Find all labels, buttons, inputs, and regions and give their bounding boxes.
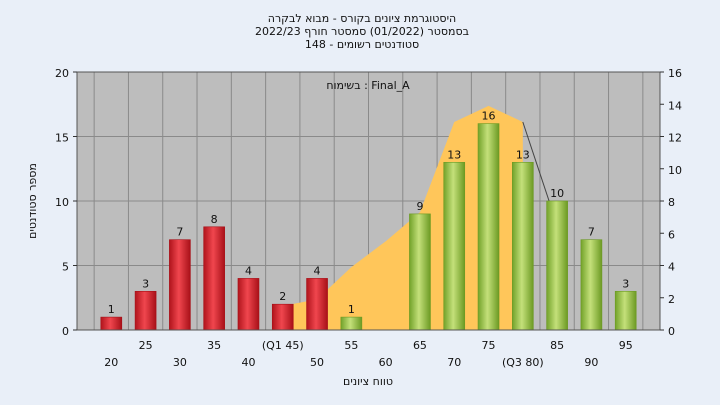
x-tick-label: 90 xyxy=(584,356,598,369)
bar-label-40: 4 xyxy=(245,264,252,277)
x-tick-label: (Q3 80) xyxy=(502,356,544,369)
bar-label-35: 8 xyxy=(211,213,218,226)
y-axis-label: מספר סטודנטים xyxy=(26,163,39,239)
chart-title: היסטוגרמת ציונים בקורס - מבוא לבקרהבסמסט… xyxy=(255,12,469,51)
bar-85 xyxy=(546,200,568,331)
bar-label-80: 13 xyxy=(516,148,530,161)
x-tick-label: 50 xyxy=(310,356,324,369)
y-tick-label: 5 xyxy=(62,261,69,274)
x-axis-ticks: 20 25 30 35 40 (Q1 45) 50 55 60 65 70 75 (Q3 80) 85 90… xyxy=(104,339,632,369)
y2-tick-label: 12 xyxy=(668,132,682,145)
bar-label-70: 13 xyxy=(447,148,461,161)
bar-55 xyxy=(340,316,363,331)
x-tick-label: 85 xyxy=(550,339,564,352)
y-axis-ticks: 0 5 10 15 20 xyxy=(55,67,77,338)
bar-label-45: 2 xyxy=(279,290,286,303)
bar-label-50: 4 xyxy=(314,264,321,277)
title-line-3: סטודנטים רשומים - 148 xyxy=(305,38,419,51)
x-tick-label: 35 xyxy=(207,339,221,352)
y-tick-label: 20 xyxy=(55,67,69,80)
bar-label-30: 7 xyxy=(176,226,183,239)
bar-label-75: 16 xyxy=(482,110,496,123)
x-tick-label: 25 xyxy=(139,339,153,352)
bar-80 xyxy=(512,162,534,331)
bars xyxy=(100,123,637,331)
x-axis-label: טווח ציונים xyxy=(343,375,393,388)
y2-axis-ticks: 0 2 4 6 8 10 12 14 16 xyxy=(660,67,682,338)
y2-tick-label: 0 xyxy=(668,325,675,338)
bar-label-95: 3 xyxy=(622,277,629,290)
bar-30 xyxy=(169,239,191,331)
x-tick-label: 30 xyxy=(173,356,187,369)
bar-95 xyxy=(614,290,637,331)
title-line-2: בסמסטר (01/2022) סמסטר חורף 2022/23 xyxy=(255,25,469,38)
bar-45 xyxy=(271,303,294,331)
bar-label-90: 7 xyxy=(588,226,595,239)
y-tick-label: 10 xyxy=(55,196,69,209)
y2-tick-label: 16 xyxy=(668,67,682,80)
x-tick-label: 20 xyxy=(104,356,118,369)
x-tick-label: 95 xyxy=(619,339,633,352)
title-line-1: היסטוגרמת ציונים בקורס - מבוא לבקרה xyxy=(268,12,456,25)
bar-label-20: 1 xyxy=(108,303,115,316)
x-tick-label: 60 xyxy=(379,356,393,369)
bar-65 xyxy=(409,213,431,331)
bar-20 xyxy=(100,316,123,331)
bar-25 xyxy=(134,290,157,331)
y2-tick-label: 2 xyxy=(668,293,675,306)
bar-35 xyxy=(203,226,225,331)
y-tick-label: 0 xyxy=(62,325,69,338)
bar-90 xyxy=(580,239,603,331)
x-tick-label: (Q1 45) xyxy=(262,339,304,352)
x-tick-label: 70 xyxy=(447,356,461,369)
x-tick-label: 40 xyxy=(241,356,255,369)
chart-annotation: בשימוח : Final_A xyxy=(326,79,410,92)
bar-70 xyxy=(443,162,466,331)
x-tick-label: 55 xyxy=(344,339,358,352)
bar-label-55: 1 xyxy=(348,303,355,316)
bar-label-25: 3 xyxy=(142,277,149,290)
y2-tick-label: 10 xyxy=(668,164,682,177)
y2-tick-label: 14 xyxy=(668,99,682,112)
y2-tick-label: 6 xyxy=(668,228,675,241)
bar-label-85: 10 xyxy=(550,187,564,200)
bar-75 xyxy=(477,123,500,331)
y2-tick-label: 4 xyxy=(668,261,675,274)
x-tick-label: 65 xyxy=(413,339,427,352)
y2-tick-label: 8 xyxy=(668,196,675,209)
bar-40 xyxy=(237,278,260,331)
bar-label-65: 9 xyxy=(416,200,423,213)
x-tick-label: 75 xyxy=(482,339,496,352)
bar-50 xyxy=(306,278,328,331)
y-tick-label: 15 xyxy=(55,132,69,145)
